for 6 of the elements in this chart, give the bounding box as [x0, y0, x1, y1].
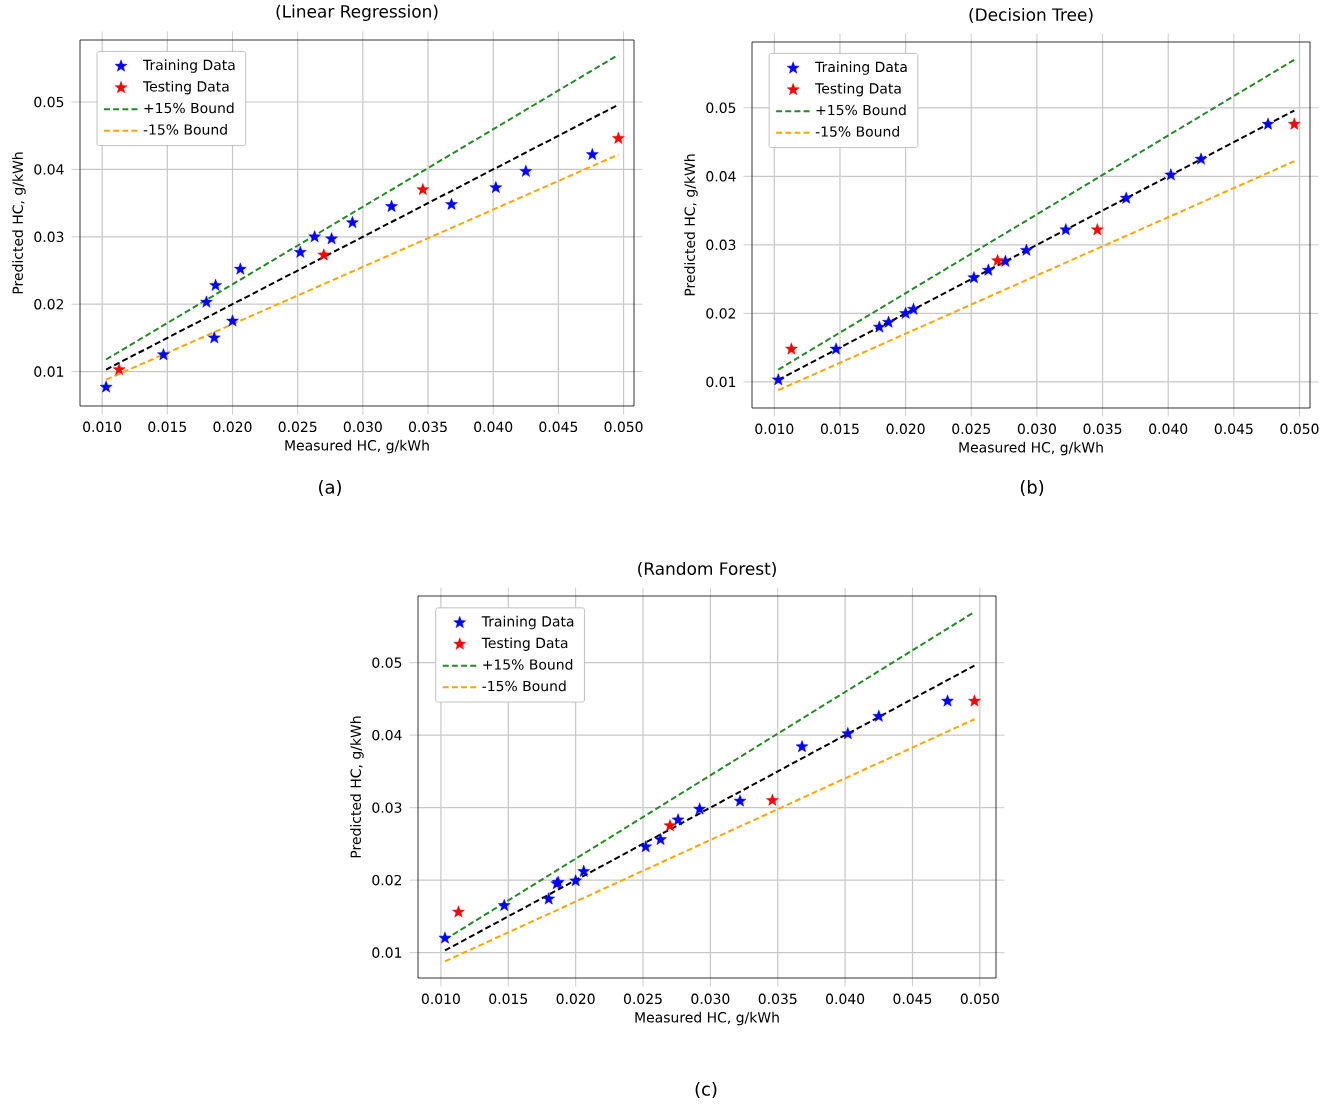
text: (b): [1020, 480, 1044, 496]
text: (a): [319, 479, 341, 496]
chart-title: (Linear Regression): [276, 4, 438, 22]
text: (c): [695, 1082, 717, 1098]
chart-title: (Random Forest): [638, 561, 776, 577]
chart-title: (Decision Tree): [969, 7, 1093, 23]
